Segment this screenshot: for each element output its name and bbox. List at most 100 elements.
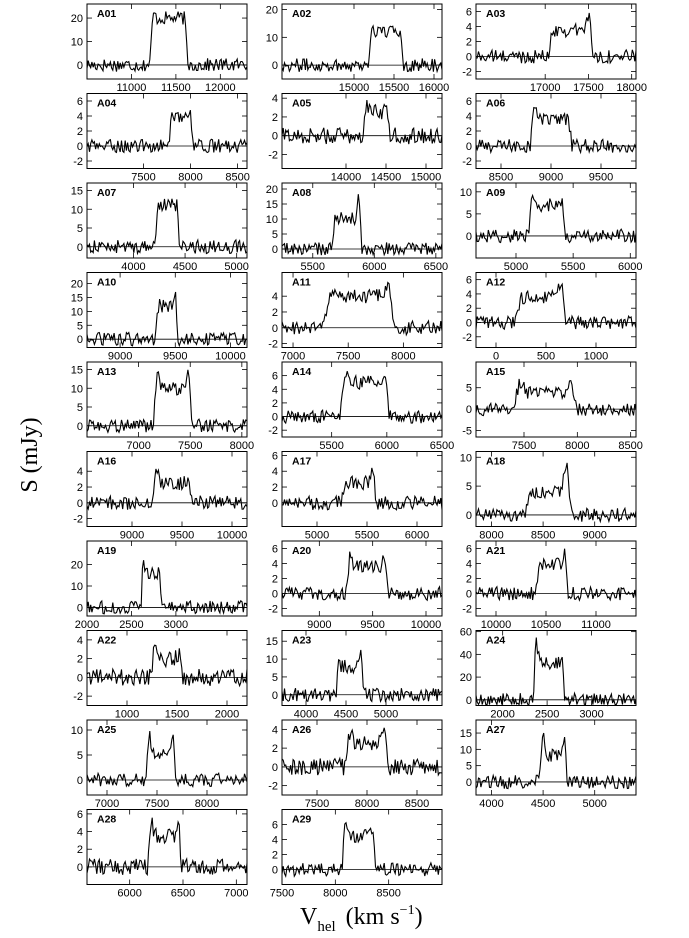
y-tick-label: 10 <box>71 725 83 737</box>
panel-a24: 2000 2500 3000 0 20 40 60 A24 <box>460 627 637 721</box>
y-tick-label: 0 <box>77 421 83 433</box>
panel-id-label: A08 <box>292 187 311 199</box>
y-tick-label: 0 <box>272 323 278 335</box>
panel-id-label: A05 <box>292 98 311 110</box>
x-tick-label: 8500 <box>489 172 513 184</box>
x-tick-label: 15000 <box>411 172 442 184</box>
spectrum-line <box>475 732 637 790</box>
y-tick-label: 2 <box>272 743 278 755</box>
spectrum-line <box>281 99 443 145</box>
panel-frame <box>86 182 248 259</box>
y-tick-label: 15 <box>71 186 83 198</box>
panel-frame <box>281 93 443 169</box>
panel-a27: 4000 4500 5000 0 5 10 15 A27 <box>460 719 637 810</box>
y-tick-label: 6 <box>272 820 278 832</box>
spectrum-line <box>281 649 443 703</box>
x-tick-label: 17000 <box>530 82 561 94</box>
x-tick-label: 15500 <box>379 82 410 94</box>
spectrum-line <box>86 369 248 434</box>
x-tick-label: 6000 <box>618 261 642 273</box>
spectrum-line <box>86 468 248 511</box>
panel-frame <box>281 272 443 348</box>
x-tick-label: 8000 <box>323 888 347 900</box>
panel-id-label: A28 <box>97 814 116 826</box>
y-tick-label: 4 <box>77 827 83 839</box>
y-tick-label: 10 <box>460 452 472 464</box>
x-tick-label: 15000 <box>339 82 370 94</box>
y-tick-label: 4 <box>272 724 278 736</box>
y-tick-label: 20 <box>266 184 278 196</box>
y-tick-label: 0 <box>77 242 83 254</box>
x-tick-label: 8000 <box>565 440 589 452</box>
y-tick-label: 20 <box>71 279 83 291</box>
y-tick-label: -2 <box>268 425 278 437</box>
x-tick-label: 2000 <box>75 619 99 631</box>
x-tick-label: 11000 <box>117 82 147 94</box>
x-tick-label: 5500 <box>355 530 379 542</box>
y-tick-label: 10 <box>71 306 83 318</box>
panel-a21: 10000 10500 11000 -2 0 2 4 6 A21 <box>462 540 637 631</box>
panel-frame <box>281 809 443 885</box>
y-tick-label: 15 <box>460 728 472 740</box>
x-tick-label: 4500 <box>334 709 358 721</box>
y-tick-label: 4 <box>272 466 278 478</box>
panel-frame <box>281 3 443 80</box>
y-tick-label: 0 <box>272 589 278 601</box>
y-tick-label: 2 <box>466 574 472 586</box>
panel-a25: 7000 7500 8000 0 5 10 A25 <box>71 719 248 810</box>
x-tick-label: 3000 <box>164 619 188 631</box>
y-tick-label: 10 <box>71 383 83 395</box>
panel-frame <box>281 630 443 706</box>
panel-id-label: A12 <box>486 277 505 289</box>
spectrum-line <box>86 109 248 154</box>
x-tick-label: 10000 <box>411 619 442 631</box>
panel-id-label: A26 <box>292 724 311 736</box>
x-tick-label: 8500 <box>618 440 642 452</box>
y-tick-label: 0 <box>272 60 278 72</box>
x-tick-label: 8000 <box>178 172 202 184</box>
y-tick-label: 0 <box>77 141 83 153</box>
y-tick-label: 4 <box>272 93 278 105</box>
panel-id-label: A21 <box>486 545 505 557</box>
x-tick-label: 1000 <box>115 709 139 721</box>
panel-a01: 11000 11500 12000 0 10 20 A01 <box>71 3 248 94</box>
x-tick-label: 6000 <box>405 530 429 542</box>
panel-id-label: A13 <box>97 366 116 378</box>
panel-id-label: A24 <box>486 635 505 647</box>
x-tick-label: 500 <box>537 351 555 363</box>
y-tick-label: 6 <box>272 544 278 556</box>
x-tick-label: 4000 <box>121 261 145 273</box>
spectrum-line <box>281 821 443 878</box>
x-label-close: ) <box>415 904 423 930</box>
panel-id-label: A06 <box>486 98 505 110</box>
x-tick-label: 4000 <box>479 798 503 810</box>
x-tick-label: 7500 <box>512 440 536 452</box>
x-label-units: (km s <box>346 904 400 930</box>
x-tick-label: 2000 <box>490 709 514 721</box>
y-tick-label: 2 <box>466 303 472 315</box>
y-tick-label: 20 <box>460 672 472 684</box>
y-tick-label: 5 <box>466 209 472 221</box>
y-tick-label: 0 <box>272 131 278 143</box>
panel-frame <box>86 540 248 617</box>
panel-frame <box>475 361 637 438</box>
panel-a08: 5500 6000 6500 0 5 10 15 20 A08 <box>266 182 448 273</box>
panel-a17: 5000 5500 6000 0 2 4 6 A17 <box>272 450 443 542</box>
x-tick-label: 5500 <box>561 261 585 273</box>
x-tick-label: 7500 <box>178 440 202 452</box>
x-tick-label: 0 <box>493 351 499 363</box>
y-tick-label: 40 <box>460 649 472 661</box>
panel-a09: 5000 5500 6000 0 5 10 A09 <box>460 182 643 273</box>
y-tick-label: 2 <box>272 398 278 410</box>
x-tick-label: 9000 <box>108 351 132 363</box>
panel-a19: 2000 2500 3000 0 10 20 A19 <box>71 540 248 631</box>
y-tick-label: 10 <box>71 204 83 216</box>
panel-frame <box>475 272 637 348</box>
panel-id-label: A18 <box>486 456 505 468</box>
y-tick-label: 6 <box>77 809 83 821</box>
x-tick-label: 1500 <box>165 709 189 721</box>
y-tick-label: 10 <box>71 37 83 49</box>
y-tick-label: 2 <box>272 112 278 124</box>
x-tick-label: 17500 <box>573 82 604 94</box>
